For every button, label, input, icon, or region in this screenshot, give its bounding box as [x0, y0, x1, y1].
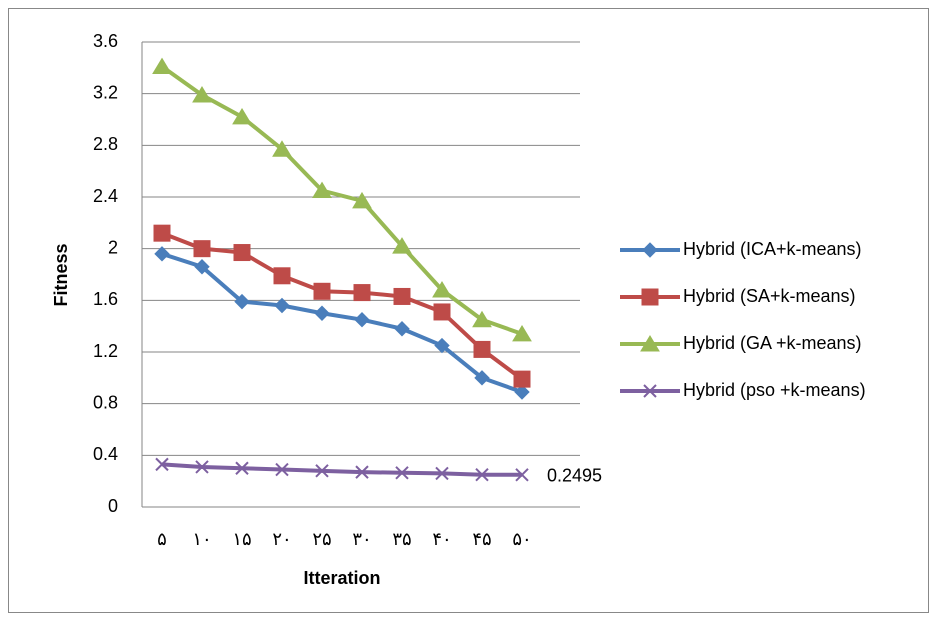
y-tick-label: 3.6	[93, 31, 118, 51]
data-point	[394, 321, 410, 337]
x-tick-label: ۲۰	[272, 529, 291, 549]
data-point	[194, 259, 210, 275]
y-tick-label: 2	[108, 237, 118, 257]
data-point	[434, 337, 450, 354]
series-line	[161, 251, 523, 394]
data-point	[153, 224, 171, 242]
x-tick-label: ۱۵	[232, 529, 251, 549]
legend-marker	[643, 384, 657, 398]
data-point	[514, 384, 530, 400]
data-point	[512, 324, 532, 342]
x-tick-label: ۳۰	[352, 529, 371, 549]
data-point	[152, 57, 172, 75]
data-point	[275, 462, 289, 477]
x-tick-label: ۳۵	[392, 529, 411, 549]
y-tick-label: 0.8	[93, 392, 118, 412]
legend-label: Hybrid (ICA+k-means)	[683, 239, 862, 259]
data-point	[272, 140, 292, 157]
x-tick-label: ۴۰	[432, 529, 451, 549]
data-point	[474, 370, 490, 386]
data-point	[274, 297, 290, 314]
data-point	[314, 305, 330, 321]
data-point	[233, 244, 251, 262]
data-point	[234, 293, 250, 310]
data-point	[195, 460, 209, 474]
data-point	[273, 267, 291, 285]
legend-label: Hybrid (SA+k-means)	[683, 286, 856, 306]
data-point	[395, 466, 409, 480]
legend-marker	[642, 242, 658, 258]
y-tick-label: 1.2	[93, 341, 118, 361]
x-axis-title: Itteration	[303, 568, 380, 588]
y-tick-label: 3.2	[93, 82, 118, 102]
x-tick-label: ۲۵	[312, 529, 331, 549]
legend-marker	[641, 288, 659, 306]
data-point	[155, 457, 169, 472]
data-point	[435, 466, 449, 481]
x-tick-label: ۵۰	[512, 529, 531, 549]
x-tick-label: ۱۰	[192, 529, 211, 549]
data-point	[513, 370, 531, 388]
series-line	[161, 462, 523, 477]
y-tick-label: 0	[108, 496, 118, 516]
data-point	[473, 340, 491, 358]
data-point	[354, 312, 370, 328]
data-point	[235, 461, 249, 475]
data-point	[392, 237, 412, 254]
data-point	[232, 107, 252, 125]
legend-label: Hybrid (GA +k-means)	[683, 333, 862, 353]
data-point	[315, 464, 329, 478]
data-point	[192, 85, 212, 103]
data-point	[432, 281, 452, 298]
data-point	[433, 303, 451, 321]
x-tick-label: ۴۵	[472, 529, 491, 549]
data-point	[154, 246, 170, 262]
data-point	[193, 240, 211, 258]
data-point	[352, 191, 372, 209]
y-axis-title: Fitness	[51, 243, 71, 306]
data-label: 0.2495	[547, 466, 602, 486]
series-line	[161, 231, 524, 381]
x-tick-label: ۵	[157, 529, 167, 549]
data-point	[393, 287, 411, 305]
y-tick-label: 2.4	[93, 186, 118, 206]
data-point	[475, 468, 489, 482]
data-point	[355, 465, 369, 479]
legend-marker	[640, 335, 660, 352]
y-tick-label: 2.8	[93, 134, 118, 154]
legend-label: Hybrid (pso +k-means)	[683, 380, 866, 400]
data-point	[515, 468, 529, 482]
data-point	[313, 282, 331, 300]
y-tick-label: 0.4	[93, 444, 118, 464]
y-tick-label: 1.6	[93, 289, 118, 309]
data-point	[353, 284, 371, 302]
series-line	[160, 64, 523, 336]
data-point	[312, 181, 332, 199]
data-point	[472, 310, 492, 328]
